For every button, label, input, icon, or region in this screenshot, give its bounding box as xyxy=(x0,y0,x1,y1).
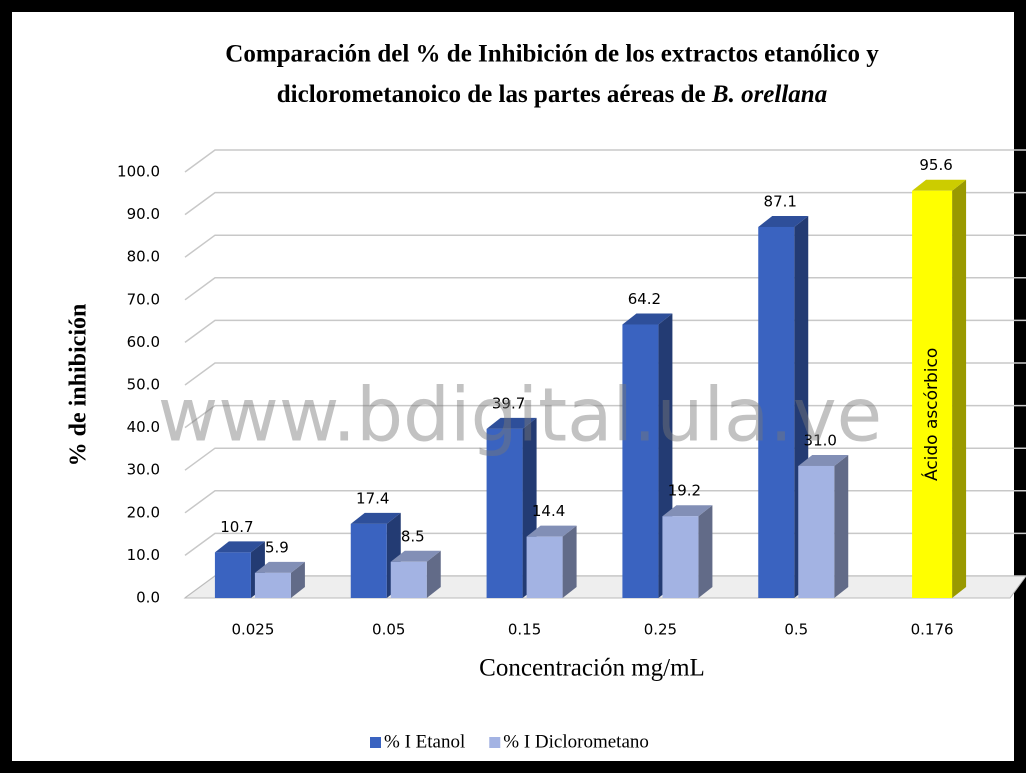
legend-swatch xyxy=(489,737,501,748)
bar-front xyxy=(214,552,251,598)
bar-front xyxy=(912,190,953,598)
chart-title: Comparación del % de Inhibición de los e… xyxy=(225,41,879,68)
bar-front xyxy=(526,536,563,598)
bar-side xyxy=(426,550,441,598)
bar-top xyxy=(798,454,849,466)
bar-front xyxy=(486,428,523,598)
bar-top xyxy=(350,512,401,524)
data-label: 10.7 xyxy=(220,518,253,536)
bar-front xyxy=(798,465,835,598)
bar-top xyxy=(912,179,967,191)
bar-top xyxy=(214,541,265,553)
y-axis-title: % de inhibición xyxy=(66,304,92,467)
grid-line xyxy=(184,362,1026,386)
bar xyxy=(912,179,967,598)
bar xyxy=(662,505,713,598)
data-label: 8.5 xyxy=(401,527,425,545)
grid-line xyxy=(184,490,1026,514)
bar-side xyxy=(834,454,849,598)
y-tick-label: 80.0 xyxy=(127,248,160,266)
y-tick-label: 50.0 xyxy=(127,376,160,394)
grid-line xyxy=(184,319,1026,344)
data-label: 87.1 xyxy=(764,192,797,210)
data-label: 19.2 xyxy=(668,482,701,500)
watermark: www.bdigital.ula.ve xyxy=(158,373,882,459)
grid-line xyxy=(184,149,1026,173)
y-tick-label: 90.0 xyxy=(127,205,160,223)
chart-title-part: diclorometanoico de las partes aéreas de xyxy=(277,81,706,108)
grid-line xyxy=(184,404,1026,429)
legend-label: % I Diclorometano xyxy=(503,731,649,752)
x-tick-label: 0.5 xyxy=(784,621,808,639)
bar xyxy=(758,215,809,599)
chart-title-part: B. orellana xyxy=(711,81,827,108)
y-tick-label: 40.0 xyxy=(127,418,160,436)
bar-top xyxy=(526,525,577,537)
bar-front xyxy=(758,226,795,599)
y-tick-label: 60.0 xyxy=(127,333,160,351)
bar xyxy=(798,454,849,598)
data-label: 17.4 xyxy=(356,489,389,507)
bar-front xyxy=(254,572,291,598)
data-label: 39.7 xyxy=(492,394,525,412)
data-label: 64.2 xyxy=(628,290,661,308)
legend-swatch xyxy=(370,737,381,748)
grid-line xyxy=(184,447,1026,471)
legend-label: % I Etanol xyxy=(384,731,465,752)
bar-front xyxy=(350,523,387,598)
bar xyxy=(390,550,441,598)
x-tick-label: 0.025 xyxy=(231,621,274,639)
bar-front xyxy=(622,324,659,598)
data-label: 95.6 xyxy=(919,156,952,174)
plot: 0.0 10.0 20.0 30.0 40.0 50.0 60.0 70.0 80.0 90.0 1… xyxy=(117,149,1026,639)
grid-line xyxy=(184,191,1026,216)
bar-top xyxy=(254,561,305,573)
highlight-label: Ácido ascórbico xyxy=(920,348,942,481)
data-label: 5.9 xyxy=(265,538,289,556)
y-tick-label: 70.0 xyxy=(127,290,160,308)
bar-side xyxy=(952,179,967,598)
chart-title: diclorometanoico de las partes aéreas de… xyxy=(277,81,827,108)
grid-line xyxy=(184,234,1026,258)
bar-top xyxy=(390,550,441,562)
bar xyxy=(526,525,577,598)
grid-line xyxy=(184,532,1026,557)
bar-top xyxy=(622,313,673,325)
bar xyxy=(254,561,305,598)
data-label: 14.4 xyxy=(532,502,565,520)
bar-side xyxy=(698,505,713,598)
bar-side xyxy=(290,561,305,598)
x-axis-title: Concentración mg/mL xyxy=(479,655,705,682)
bar-front xyxy=(390,561,427,598)
x-tick-label: 0.176 xyxy=(911,621,954,639)
bar-top xyxy=(486,417,537,429)
y-tick-label: 100.0 xyxy=(117,163,160,181)
y-tick-label: 30.0 xyxy=(127,461,160,479)
bar-side xyxy=(562,525,577,598)
y-tick-label: 10.0 xyxy=(127,546,160,564)
grid-line xyxy=(184,277,1026,301)
bar-front xyxy=(662,516,699,598)
y-tick-label: 0.0 xyxy=(136,589,160,607)
x-tick-label: 0.05 xyxy=(372,621,405,639)
x-tick-label: 0.15 xyxy=(508,621,541,639)
bar-top xyxy=(662,505,713,517)
bar-top xyxy=(758,215,809,227)
floor xyxy=(183,575,1026,599)
x-tick-label: 0.25 xyxy=(644,621,677,639)
y-tick-label: 20.0 xyxy=(127,503,160,521)
data-label: 31.0 xyxy=(804,431,837,449)
